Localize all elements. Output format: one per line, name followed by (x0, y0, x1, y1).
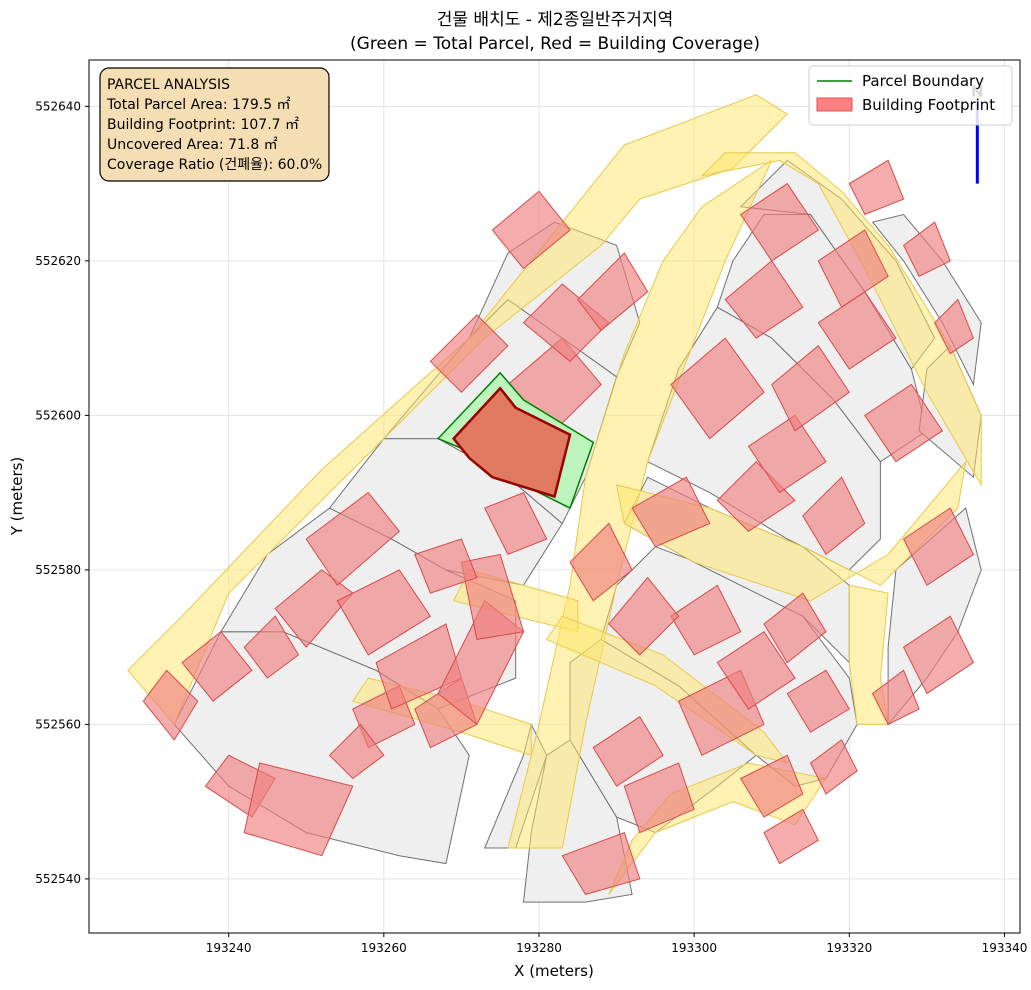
info-line-uncovered: Uncovered Area: 71.8 ㎡ (107, 137, 278, 153)
buildings-layer (142, 159, 975, 895)
road-polygon (615, 459, 967, 602)
building-footprint (243, 762, 354, 857)
x-axis-label: X (meters) (514, 962, 594, 980)
building-footprint (305, 491, 400, 587)
building-footprint (763, 592, 827, 664)
x-tick-label: 193320 (826, 941, 872, 955)
x-tick-label: 193340 (982, 941, 1028, 955)
building-footprint (902, 615, 975, 695)
building-footprint (484, 491, 548, 556)
building-footprint (716, 631, 796, 710)
info-box-background (99, 67, 330, 182)
building-footprint (817, 229, 889, 308)
y-tick-label: 552560 (35, 717, 81, 731)
building-footprint (429, 314, 509, 393)
building-footprint (623, 762, 695, 834)
chart-subtitle: (Green = Total Parcel, Red = Building Co… (350, 34, 760, 54)
building-footprint (608, 576, 680, 656)
selected-parcel-layer (436, 371, 595, 510)
x-tick-label: 193300 (671, 941, 717, 955)
y-axis-label: Y (meters) (8, 457, 26, 537)
building-footprint (181, 630, 253, 702)
legend-label-building-footprint: Building Footprint (862, 96, 995, 114)
y-tick-label: 552600 (35, 408, 81, 422)
building-footprint (592, 715, 664, 787)
building-footprint (786, 669, 850, 733)
building-footprint (569, 522, 633, 602)
building-footprint (561, 831, 641, 895)
building-footprint (740, 182, 819, 262)
selected-building-footprint (451, 386, 572, 499)
x-tick-label: 193280 (516, 941, 562, 955)
building-footprint (336, 569, 432, 656)
y-tick-label: 552620 (35, 254, 81, 268)
info-line-coverage: Coverage Ratio (건폐율): 60.0% (107, 157, 322, 173)
building-footprint (802, 476, 866, 556)
y-tick-label: 552540 (35, 872, 81, 886)
building-footprint (848, 159, 905, 216)
legend: Parcel Boundary Building Footprint (808, 65, 1013, 126)
building-footprint (739, 754, 804, 818)
building-footprint (631, 476, 711, 548)
building-footprint (577, 252, 649, 332)
road-polygon (700, 152, 982, 487)
x-tick-label: 193240 (206, 941, 252, 955)
legend-label-parcel-boundary: Parcel Boundary (862, 72, 984, 90)
building-footprint (871, 669, 920, 726)
building-footprint (934, 298, 975, 355)
legend-frame (808, 65, 1013, 126)
building-footprint (670, 584, 742, 656)
y-tick-label: 552580 (35, 563, 81, 577)
y-tick-label: 552640 (35, 99, 81, 113)
building-footprint (142, 669, 199, 741)
building-footprint (328, 723, 385, 780)
axis-ticks: 193240 193260 193280 193300 193320 193340 5525… (35, 99, 1027, 955)
info-line-total-area: Total Parcel Area: 179.5 ㎡ (106, 97, 291, 113)
building-footprint (747, 414, 827, 494)
building-footprint (670, 337, 765, 440)
building-footprint (243, 615, 300, 679)
building-footprint (716, 460, 796, 532)
building-footprint (864, 383, 944, 463)
building-footprint (902, 221, 951, 277)
chart-title: 건물 배치도 - 제2종일반주거지역 (437, 10, 673, 30)
legend-swatch-building-footprint (816, 97, 853, 112)
building-footprint (763, 808, 819, 865)
building-footprint (809, 739, 858, 795)
info-line-footprint: Building Footprint: 107.7 ㎡ (107, 117, 299, 133)
x-tick-label: 193260 (361, 941, 407, 955)
building-footprint (460, 553, 525, 640)
plot-frame (88, 59, 1021, 934)
building-footprint (902, 507, 975, 587)
building-footprint (491, 190, 571, 270)
building-footprint (414, 538, 478, 594)
building-footprint (771, 345, 850, 432)
building-footprint (724, 260, 804, 339)
info-box: PARCEL ANALYSIS Total Parcel Area: 179.5… (99, 67, 330, 182)
info-line-heading: PARCEL ANALYSIS (107, 77, 230, 93)
